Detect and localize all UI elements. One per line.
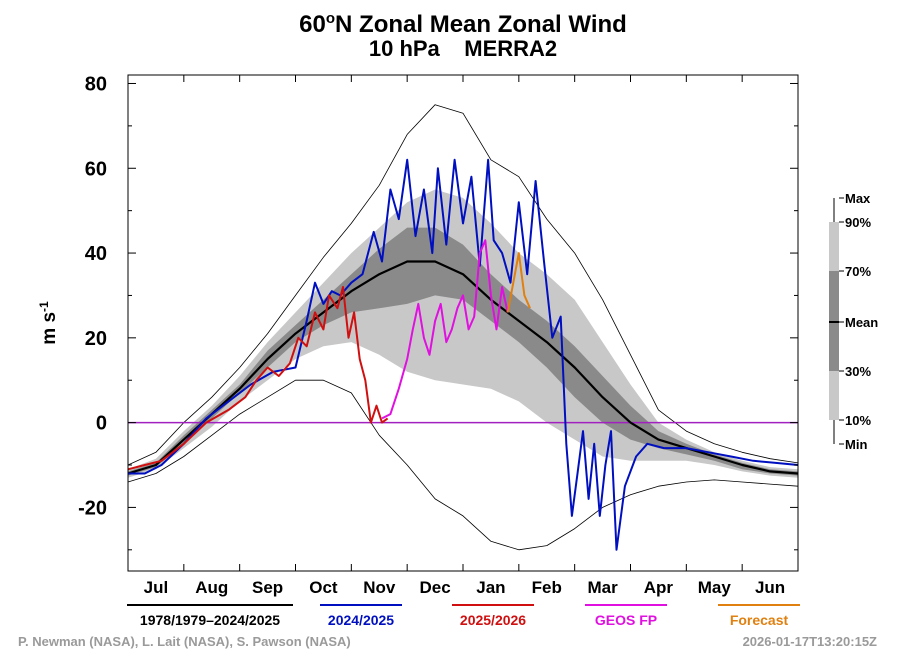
y-tick-label: 60	[85, 158, 107, 180]
x-tick-label-oct: Oct	[309, 578, 338, 597]
band-10-90	[128, 189, 798, 478]
chart-title-number: 60	[299, 11, 326, 38]
series-2024-2025	[128, 158, 799, 551]
y-tick-label: -20	[78, 497, 107, 519]
x-tick-label-aug: Aug	[195, 578, 228, 597]
band-30-70	[128, 227, 798, 476]
y-axis-label-text: m s	[39, 312, 60, 345]
credit-timestamp: 2026-01-17T13:20:15Z	[743, 634, 877, 649]
scale-label: Min	[845, 437, 867, 452]
series-2025-2026	[127, 286, 389, 471]
x-tick-label-apr: Apr	[644, 578, 674, 597]
y-tick-label: 80	[85, 73, 107, 95]
y-tick-label: 20	[85, 328, 107, 350]
chart-title-rest: N Zonal Mean Zonal Wind	[335, 11, 627, 38]
axis-ticks	[127, 75, 799, 571]
scale-label: Max	[845, 191, 871, 206]
x-tick-label-may: May	[698, 578, 732, 597]
x-tick-label-dec: Dec	[419, 578, 450, 597]
x-tick-label-feb: Feb	[532, 578, 562, 597]
max-line	[127, 104, 799, 466]
scale-band-10-30	[829, 371, 839, 420]
x-tick-label-jun: Jun	[755, 578, 785, 597]
x-tick-label-nov: Nov	[363, 578, 396, 597]
x-tick-label-jul: Jul	[144, 578, 169, 597]
credit-authors: P. Newman (NASA), L. Lait (NASA), S. Paw…	[18, 634, 351, 649]
x-tick-label-jan: Jan	[476, 578, 505, 597]
series-lines	[127, 104, 799, 551]
x-tick-label-sep: Sep	[252, 578, 283, 597]
x-tick-labels: Jul Aug Sep Oct Nov Dec Jan Feb Mar Apr May Jun	[144, 578, 786, 597]
legend-label: 2024/2025	[328, 612, 394, 628]
percentile-bands	[128, 189, 798, 478]
scale-label: 70%	[845, 264, 871, 279]
scale-label: 30%	[845, 364, 871, 379]
y-tick-label: 40	[85, 243, 107, 265]
legend-label: GEOS FP	[595, 612, 657, 628]
plot-area	[127, 74, 799, 572]
y-axis-label-superscript: -1	[37, 301, 51, 312]
y-axis-label: m s-1	[37, 301, 60, 345]
scale-label: Mean	[845, 315, 878, 330]
legend-label: Forecast	[730, 612, 789, 628]
chart-subtitle: 10 hPa MERRA2	[369, 36, 557, 61]
legend-label: 2025/2026	[460, 612, 526, 628]
scale-band-70-90	[829, 222, 839, 271]
legend-label: 1978/1979–2024/2025	[140, 612, 280, 628]
legend: 1978/1979–2024/2025 2024/2025 2025/2026 GEO…	[127, 604, 800, 628]
min-line	[127, 379, 799, 551]
series-forecast	[506, 252, 531, 313]
percentile-scale: Max 90% 70% Mean 30% 10% Min	[829, 191, 878, 452]
chart-title: 60oN Zonal Mean Zonal Wind	[299, 10, 627, 38]
scale-label: 90%	[845, 215, 871, 230]
y-tick-label: 0	[96, 413, 107, 435]
y-tick-labels: -20 0 20 40 60 80	[78, 73, 107, 519]
scale-label: 10%	[845, 413, 871, 428]
series-geos-fp	[381, 239, 509, 420]
chart-title-superscript: o	[326, 10, 335, 27]
x-tick-label-mar: Mar	[587, 578, 618, 597]
